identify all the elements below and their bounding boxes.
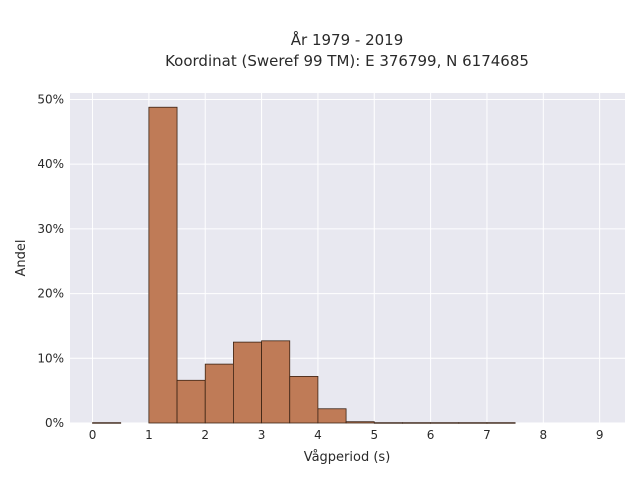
histogram-bar: [402, 422, 432, 424]
histogram-bar: [176, 379, 206, 424]
x-tick-label: 9: [596, 428, 604, 442]
histogram-bar: [92, 422, 122, 424]
x-tick-label: 7: [483, 428, 491, 442]
histogram-bar: [261, 340, 291, 424]
y-tick-label: 50%: [37, 92, 64, 106]
x-tick-label: 2: [201, 428, 209, 442]
y-axis-ticks: 0% 10% 20% 30% 40% 50%: [37, 92, 64, 430]
y-tick-label: 0%: [45, 416, 64, 430]
x-tick-label: 4: [314, 428, 322, 442]
x-tick-label: 8: [539, 428, 547, 442]
x-tick-label: 5: [370, 428, 378, 442]
chart-title-line1: År 1979 - 2019: [291, 30, 404, 49]
histogram-bar: [317, 408, 347, 424]
histogram-bar: [289, 376, 319, 424]
y-axis-label: Andel: [14, 240, 29, 277]
histogram-bar: [148, 106, 178, 424]
histogram-bar: [233, 341, 262, 424]
histogram-bar: [345, 421, 375, 424]
y-tick-label: 40%: [37, 157, 64, 171]
x-axis-ticks: 0 1 2 3 4 5 6 7 8 9: [89, 428, 604, 442]
x-tick-label: 0: [89, 428, 97, 442]
histogram-bar: [486, 422, 516, 424]
bars: [92, 106, 516, 424]
histogram-bar: [430, 422, 460, 424]
histogram-bar: [458, 422, 488, 424]
x-tick-label: 3: [258, 428, 266, 442]
histogram-bar: [373, 422, 403, 424]
chart-title-line2: Koordinat (Sweref 99 TM): E 376799, N 61…: [165, 52, 529, 70]
y-tick-label: 30%: [37, 222, 64, 236]
x-tick-label: 6: [427, 428, 435, 442]
y-tick-label: 10%: [37, 351, 64, 365]
histogram-bar: [204, 363, 234, 424]
x-axis-label: Vågperiod (s): [304, 450, 391, 465]
y-tick-label: 20%: [37, 287, 64, 301]
x-tick-label: 1: [145, 428, 153, 442]
